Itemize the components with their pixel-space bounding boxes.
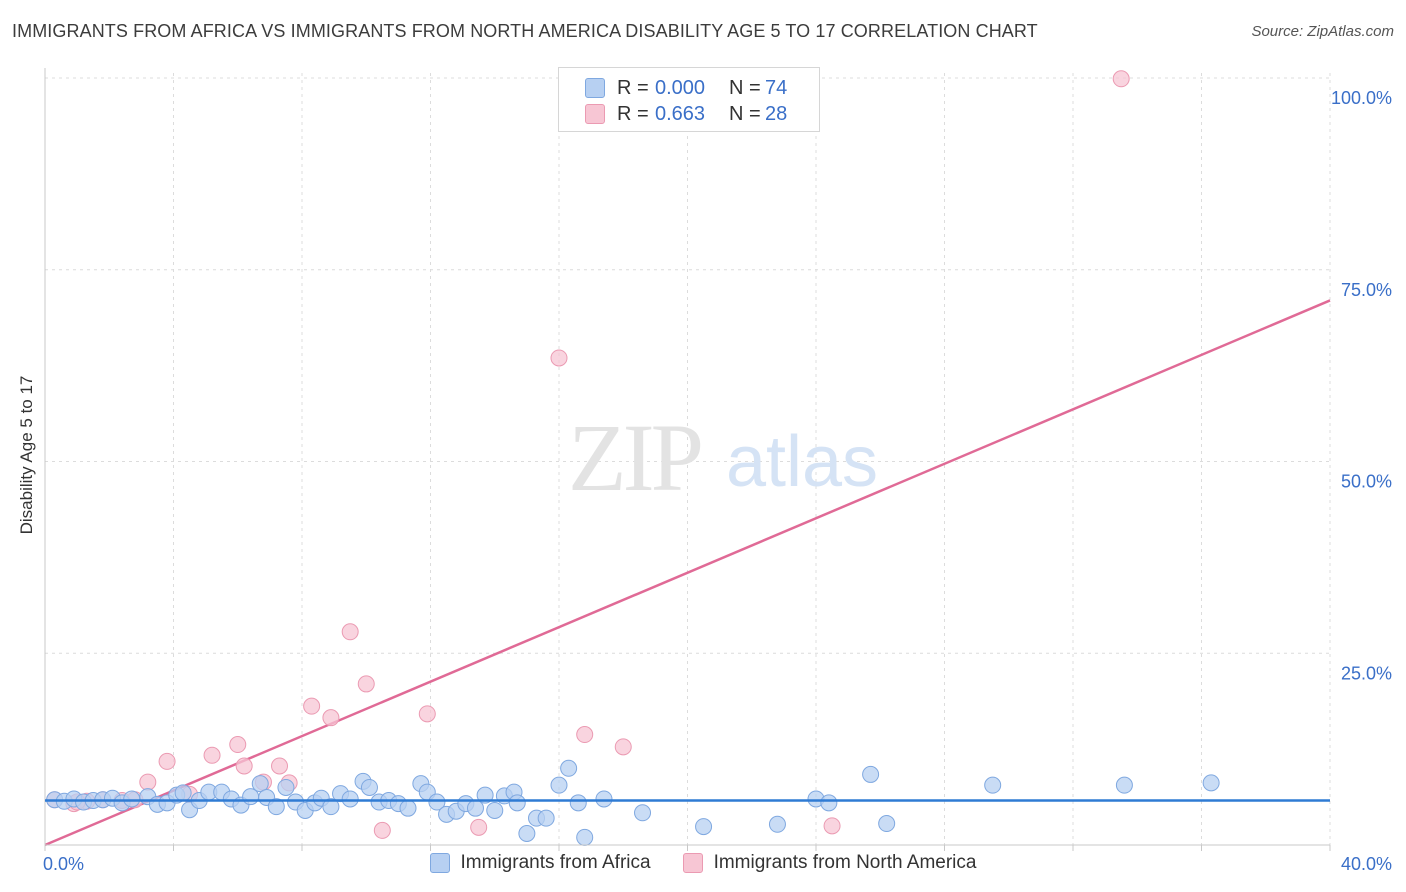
legend-row-north-america: R = 0.663 N = 28 — [585, 102, 787, 126]
legend-n-value: 74 — [765, 76, 788, 99]
axes-layer: 25.0% 50.0% 75.0% 100.0% 0.0% 40.0% — [43, 68, 1392, 874]
data-point-africa — [595, 790, 613, 808]
y-tick-label: 25.0% — [1341, 663, 1392, 683]
correlation-legend: R = 0.000 N = 74 R = 0.663 N = 28 — [558, 67, 820, 132]
data-point-north-america — [271, 757, 289, 775]
data-point-africa — [862, 765, 880, 783]
grid-layer — [45, 73, 1331, 845]
data-point-north-america — [357, 675, 375, 693]
data-point-africa — [486, 801, 504, 819]
data-point-north-america — [823, 817, 841, 835]
data-point-africa — [251, 775, 269, 793]
data-point-africa — [1202, 774, 1220, 792]
y-axis-label: Disability Age 5 to 17 — [17, 375, 36, 535]
data-point-africa — [878, 815, 896, 833]
data-point-africa — [428, 793, 446, 811]
chart-source: Source: ZipAtlas.com — [1251, 23, 1394, 40]
data-point-africa — [476, 786, 494, 804]
data-point-africa — [1115, 776, 1133, 794]
data-point-africa — [123, 790, 141, 808]
data-point-africa — [341, 790, 359, 808]
data-point-africa — [560, 759, 578, 777]
data-point-africa — [518, 824, 536, 842]
watermark-atlas: atlas — [726, 422, 878, 502]
data-point-north-america — [1112, 70, 1130, 88]
legend-n-label: N = — [729, 76, 761, 99]
series-label-africa: Immigrants from Africa — [460, 852, 651, 873]
data-point-north-america — [373, 821, 391, 839]
y-tick-label: 100.0% — [1331, 88, 1392, 108]
legend-n-value: 28 — [765, 102, 788, 125]
data-point-north-america — [158, 752, 176, 770]
legend-r-value: 0.000 — [655, 76, 706, 99]
chart-title: IMMIGRANTS FROM AFRICA VS IMMIGRANTS FRO… — [12, 21, 1038, 41]
legend-row-africa: R = 0.000 N = 74 — [585, 76, 787, 100]
x-tick-label: 0.0% — [43, 854, 84, 874]
legend-r-value: 0.663 — [655, 102, 706, 125]
series-legend: Immigrants from Africa Immigrants from N… — [0, 852, 1406, 874]
series-swatch-africa — [429, 853, 450, 873]
trend-line-north-america — [44, 299, 1331, 847]
legend-r-label: R = — [617, 102, 649, 125]
data-point-north-america — [203, 746, 221, 764]
data-point-africa — [174, 784, 192, 802]
data-point-africa — [569, 794, 587, 812]
data-point-north-america — [322, 709, 340, 727]
series-swatch-north-america — [682, 853, 703, 873]
data-point-north-america — [235, 757, 253, 775]
watermark: ZIP atlas — [568, 404, 878, 511]
data-point-north-america — [550, 349, 568, 367]
data-point-north-america — [139, 773, 157, 791]
data-point-africa — [508, 794, 526, 812]
y-tick-label: 50.0% — [1341, 472, 1392, 492]
data-point-africa — [267, 798, 285, 816]
data-point-africa — [984, 776, 1002, 794]
data-point-africa — [695, 818, 713, 836]
legend-swatch-north-america — [585, 104, 605, 124]
data-point-africa — [399, 799, 417, 817]
data-point-africa — [360, 778, 378, 796]
data-point-north-america — [470, 818, 488, 836]
watermark-zip: ZIP — [568, 404, 701, 511]
africa-points — [46, 759, 1220, 846]
data-point-north-america — [576, 726, 594, 744]
data-point-africa — [537, 809, 555, 827]
x-tick-label: 40.0% — [1341, 854, 1392, 874]
data-point-africa — [820, 794, 838, 812]
data-point-africa — [277, 778, 295, 796]
legend-swatch-africa — [585, 78, 605, 98]
trend-lines — [44, 299, 1331, 847]
legend-r-label: R = — [617, 76, 649, 99]
data-point-north-america — [341, 623, 359, 641]
data-point-africa — [576, 828, 594, 846]
data-point-north-america — [303, 697, 321, 715]
data-point-africa — [550, 776, 568, 794]
legend-n-label: N = — [729, 102, 761, 125]
data-point-north-america — [418, 705, 436, 723]
data-point-africa — [768, 815, 786, 833]
data-point-north-america — [229, 736, 247, 754]
series-legend-north-america[interactable]: Immigrants from North America — [682, 852, 977, 874]
series-legend-africa[interactable]: Immigrants from Africa — [429, 852, 651, 874]
series-label-north-america: Immigrants from North America — [713, 852, 977, 873]
data-point-north-america — [614, 738, 632, 756]
data-point-africa — [634, 804, 652, 822]
y-tick-label: 75.0% — [1341, 280, 1392, 300]
data-point-africa — [322, 798, 340, 816]
